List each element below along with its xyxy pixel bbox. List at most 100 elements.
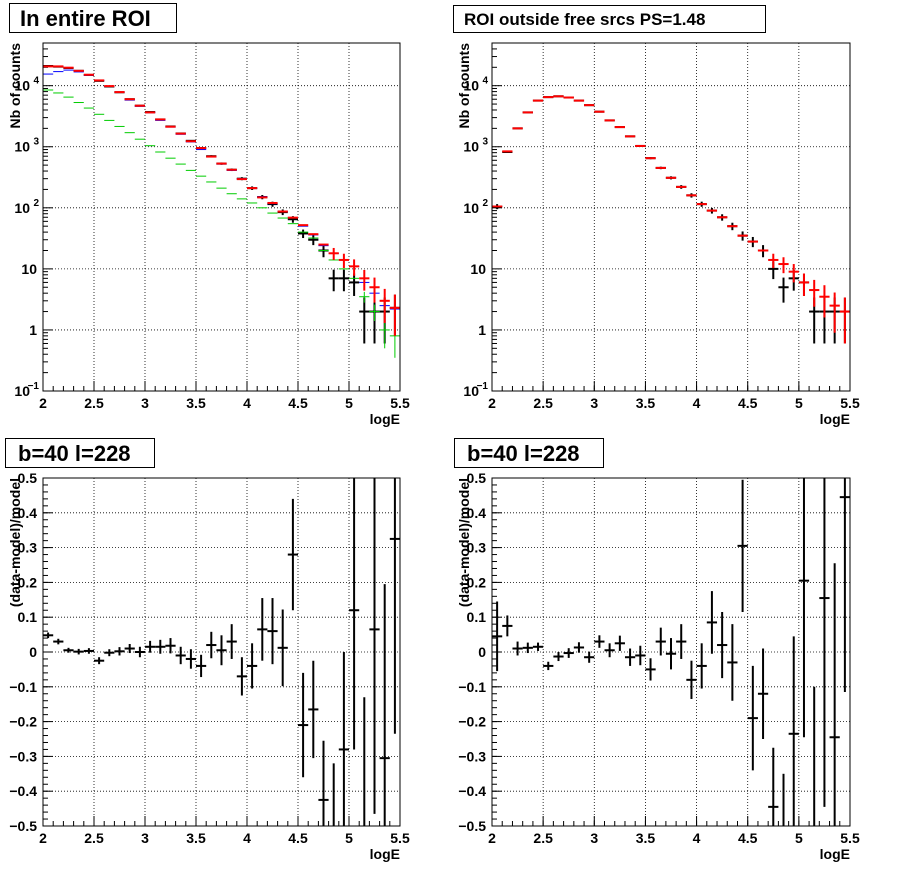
data-point [645,658,655,680]
y-tick-label: −0.4 [458,783,486,799]
data-point [318,245,328,257]
data-point [196,655,206,677]
y-tick-label: 10 [14,139,30,155]
y-tick-label: 0 [478,644,486,660]
data-point [104,649,114,656]
data-point [84,648,94,654]
y-tick-exponent: 3 [482,137,488,148]
x-tick-label: 3 [590,395,598,411]
data-point [543,662,553,670]
data-point [799,478,809,737]
plot-frame [492,43,850,391]
data-point [359,292,369,303]
data-point [502,615,512,636]
data-point [594,635,604,648]
x-tick-label: 3 [590,830,598,846]
x-tick-label: 2.5 [84,395,104,411]
x-tick-label: 3 [141,395,149,411]
data-point [819,285,829,317]
x-tick-label: 5.5 [390,830,410,846]
data-point [717,612,727,678]
y-tick-exponent: 4 [33,76,39,87]
data-point [339,270,349,292]
x-tick-label: 5.5 [840,395,860,411]
data-point [369,305,379,321]
data-point [349,478,359,749]
data-point [359,297,369,343]
y-tick-label: 10 [21,261,37,277]
data-point [145,641,155,653]
y-tick-label: −0.5 [9,818,37,834]
x-tick-label: 5 [345,395,353,411]
data-point [308,661,318,758]
data-point [778,278,788,303]
x-tick-label: 4.5 [738,830,758,846]
data-point [176,647,186,664]
y-axis-title: Nb of counts [7,43,23,129]
data-point [339,254,349,268]
data-point [43,633,53,639]
data-point [206,632,216,658]
data-point [676,624,686,659]
data-point [748,666,758,770]
data-point [267,598,277,664]
data-point [625,649,635,666]
data-point [707,591,717,654]
data-point [94,657,104,664]
data-point [523,643,533,653]
y-tick-exponent: 4 [482,76,488,87]
data-point [533,643,543,651]
y-tick-label: −0.1 [9,679,37,695]
data-point [135,647,145,657]
data-point [615,636,625,651]
x-tick-label: 5.5 [390,395,410,411]
data-point [727,624,737,701]
y-tick-label: 0.1 [467,609,487,625]
data-point [237,657,247,695]
x-tick-label: 2 [39,830,47,846]
x-tick-label: 3.5 [186,830,206,846]
series-3 [43,66,400,335]
data-point [830,563,840,826]
panel-title-bottom-right: b=40 l=228 [454,438,604,468]
data-point [840,478,850,692]
x-tick-label: 4 [243,395,251,411]
y-tick-label: −0.2 [9,714,37,730]
x-tick-label: 3.5 [186,395,206,411]
data-point [227,624,237,659]
x-tick-label: 2 [488,395,496,411]
x-axis-title: logE [370,411,400,427]
data-point [390,478,400,734]
x-tick-label: 4 [693,395,701,411]
data-point [298,230,308,238]
y-tick-label: 10 [14,200,30,216]
data-point [686,661,696,699]
x-axis-title: logE [370,846,400,862]
plot-frame [43,43,400,391]
y-tick-label: 1 [29,322,37,338]
data-point [298,673,308,777]
data-point [768,254,778,268]
data-point [369,278,379,303]
data-point [114,647,124,655]
data-point [605,643,615,657]
y-tick-exponent: 2 [482,198,488,209]
data-point [799,273,809,295]
y-tick-label: 0 [29,644,37,660]
data-point [278,610,288,687]
data-point [768,748,778,826]
data-point [380,319,390,348]
x-tick-label: 4.5 [288,830,308,846]
data-point [574,642,584,652]
y-tick-exponent: 2 [33,198,39,209]
data-point [492,602,502,672]
data-point [216,635,226,665]
y-tick-label: 0.1 [18,609,38,625]
data-point [809,280,819,307]
data-point [778,257,788,273]
panel-title-bottom-left: b=40 l=228 [5,438,155,468]
x-tick-label: 2.5 [84,830,104,846]
y-tick-label: −0.4 [9,783,37,799]
data-point [789,636,799,826]
data-point [737,480,747,612]
